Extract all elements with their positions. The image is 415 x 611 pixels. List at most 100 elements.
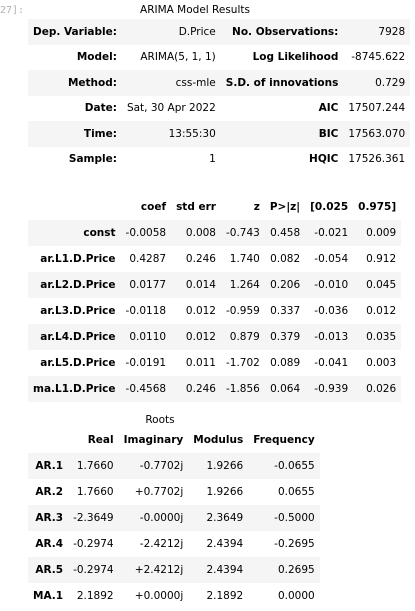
- summary-value: 17563.070: [348, 127, 406, 140]
- summary-label: No. Observations:: [232, 25, 339, 38]
- coef-cell: 0.011: [185, 357, 216, 369]
- coefficients-table: coef std err z P>|z| [0.025 0.975] const -0.00…: [28, 194, 402, 402]
- roots-cell: 1.7660: [76, 486, 114, 498]
- coef-cell: -0.010: [314, 279, 349, 291]
- coef-row: ar.L5.D.Price -0.0191 0.011 -1.702 0.089 -0.0…: [28, 350, 401, 376]
- coef-name: ar.L2.D.Price: [40, 279, 116, 291]
- coef-row: ar.L1.D.Price 0.4287 0.246 1.740 0.082 -0.054…: [28, 246, 401, 272]
- summary-label: HQIC: [309, 153, 339, 166]
- coef-header: std err: [176, 201, 216, 213]
- roots-cell: -0.2695: [274, 538, 315, 550]
- coef-cell: 0.012: [366, 305, 397, 317]
- coef-cell: 0.0177: [129, 279, 167, 291]
- roots-name: AR.1: [35, 460, 64, 472]
- roots-table: Real Imaginary Modulus Frequency AR.1 1.7660…: [28, 427, 320, 609]
- roots-cell: -0.5000: [274, 512, 315, 524]
- summary-value: 7928: [378, 25, 406, 38]
- roots-row: AR.4 -0.2974 -2.4212j 2.4394 -0.2695: [28, 531, 320, 557]
- coef-cell: 0.064: [270, 383, 301, 395]
- coef-cell: -0.0191: [125, 357, 167, 369]
- coef-header: coef: [140, 201, 167, 213]
- summary-value: css-mle: [175, 76, 216, 89]
- summary-value: Sat, 30 Apr 2022: [126, 102, 216, 115]
- coef-cell: 0.458: [270, 227, 301, 239]
- coef-cell: 1.740: [229, 253, 260, 265]
- roots-name: AR.4: [35, 538, 64, 550]
- summary-row: Model: ARIMA(5, 1, 1) Log Likelihood -8745.…: [28, 45, 410, 71]
- coef-cell: 0.246: [185, 383, 216, 395]
- summary-label: Log Likelihood: [252, 51, 339, 64]
- summary-label: Time:: [83, 127, 117, 140]
- summary-value: 13:55:30: [168, 127, 216, 140]
- roots-header: [28, 427, 68, 453]
- roots-row: AR.3 -2.3649 -0.0000j 2.3649 -0.5000: [28, 505, 320, 531]
- roots-name: AR.3: [35, 512, 64, 524]
- summary-table: Dep. Variable: D.Price No. Observations: 79…: [28, 19, 411, 173]
- coef-cell: -0.013: [314, 331, 349, 343]
- summary-label: Date:: [84, 102, 117, 115]
- coef-cell: 0.0110: [129, 331, 167, 343]
- roots-cell: -0.7702j: [139, 460, 184, 472]
- coef-name: ma.L1.D.Price: [33, 383, 116, 395]
- summary-value: ARIMA(5, 1, 1): [140, 51, 216, 64]
- roots-header: Real: [87, 434, 114, 446]
- roots-cell: -0.0655: [274, 460, 315, 472]
- coef-cell: 0.089: [270, 357, 301, 369]
- roots-row: AR.2 1.7660 +0.7702j 1.9266 0.0655: [28, 479, 320, 505]
- roots-title: Roots: [145, 414, 175, 426]
- coef-header: P>|z|: [269, 201, 301, 213]
- coef-header: [28, 194, 121, 220]
- coef-cell: 1.264: [229, 279, 260, 291]
- coef-row: ar.L3.D.Price -0.0118 0.012 -0.959 0.337 -0.0…: [28, 298, 401, 324]
- roots-cell: -0.2974: [73, 538, 114, 550]
- coef-row: ar.L4.D.Price 0.0110 0.012 0.879 0.379 -0.013…: [28, 324, 402, 350]
- summary-row: Dep. Variable: D.Price No. Observations: 79…: [28, 19, 411, 45]
- roots-cell: -0.0000j: [139, 512, 184, 524]
- coef-cell: 0.008: [185, 227, 216, 239]
- coef-cell: -0.959: [225, 305, 260, 317]
- coef-header: z: [253, 201, 260, 213]
- coef-cell: 0.012: [185, 331, 216, 343]
- summary-row: Date: Sat, 30 Apr 2022 AIC 17507.244: [28, 96, 410, 122]
- coef-name: ar.L5.D.Price: [40, 357, 116, 369]
- coef-cell: -0.0118: [125, 305, 167, 317]
- coef-cell: 0.337: [270, 305, 301, 317]
- roots-row: AR.5 -0.2974 +2.4212j 2.4394 0.2695: [28, 557, 320, 583]
- coef-cell: -0.054: [314, 253, 349, 265]
- coef-cell: 0.014: [185, 279, 216, 291]
- roots-name: AR.2: [35, 486, 64, 498]
- summary-value: 0.729: [375, 76, 406, 89]
- roots-name: MA.1: [33, 590, 64, 602]
- roots-cell: 0.0655: [277, 486, 315, 498]
- summary-value: D.Price: [178, 25, 216, 38]
- roots-cell: 2.4394: [206, 564, 244, 576]
- cell-prompt: 27]:: [0, 5, 25, 16]
- roots-row: AR.1 1.7660 -0.7702j 1.9266 -0.0655: [28, 453, 320, 479]
- summary-label: Dep. Variable:: [33, 25, 117, 38]
- coef-cell: 0.003: [366, 357, 397, 369]
- coef-cell: -0.939: [314, 383, 349, 395]
- coef-name: const: [83, 227, 116, 239]
- coef-cell: 0.912: [366, 253, 397, 265]
- summary-row: Time: 13:55:30 BIC 17563.070: [28, 121, 411, 147]
- roots-cell: 2.1892: [76, 590, 114, 602]
- roots-name: AR.5: [35, 564, 64, 576]
- coef-cell: 0.206: [270, 279, 301, 291]
- summary-value: 1: [209, 153, 216, 166]
- summary-row: Sample: 1 HQIC 17526.361: [28, 147, 410, 173]
- coef-cell: 0.026: [366, 383, 397, 395]
- coef-cell: 0.009: [366, 227, 397, 239]
- coef-cell: 0.082: [270, 253, 301, 265]
- roots-cell: 1.9266: [206, 460, 244, 472]
- roots-cell: 0.0000: [277, 590, 315, 602]
- coef-cell: -0.036: [314, 305, 349, 317]
- roots-row: MA.1 2.1892 +0.0000j 2.1892 0.0000: [28, 583, 320, 609]
- roots-cell: -2.3649: [73, 512, 114, 524]
- coef-cell: 0.246: [185, 253, 216, 265]
- coef-header: 0.975]: [358, 201, 397, 213]
- roots-cell: -2.4212j: [139, 538, 184, 550]
- roots-cell: +0.7702j: [134, 486, 184, 498]
- coef-header: [0.025: [310, 201, 349, 213]
- roots-cell: 0.2695: [277, 564, 315, 576]
- roots-cell: 1.7660: [76, 460, 114, 472]
